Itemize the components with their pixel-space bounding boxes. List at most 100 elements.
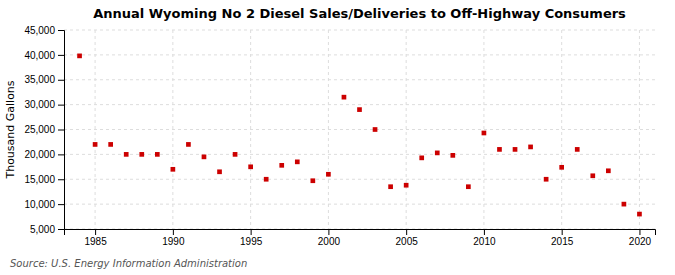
grid-line-y <box>64 30 655 31</box>
point <box>108 142 113 147</box>
y-tick-label: 45,000 <box>24 25 55 36</box>
y-tick-label: 15,000 <box>24 174 55 185</box>
grid-line-y <box>64 179 655 180</box>
point <box>404 183 409 188</box>
y-axis-title: Thousand Gallons <box>4 80 17 179</box>
title: Annual Wyoming No 2 Diesel Sales/Deliver… <box>93 6 626 21</box>
x-tick-label: 2015 <box>551 236 574 247</box>
x-tick: 2005 <box>396 229 419 247</box>
x-tick-label: 1990 <box>162 236 185 247</box>
x-tick-label: 2005 <box>396 236 419 247</box>
grid-line-y <box>64 204 655 205</box>
y-tick-label: 25,000 <box>24 124 55 135</box>
x-tick: 2000 <box>318 229 341 247</box>
point <box>93 142 98 147</box>
plot: 1985 1990 1995 2000 2005 2010 2015 2020 5,000 10,… <box>24 25 655 247</box>
x-tick-label: 2000 <box>318 236 341 247</box>
x-tick-label: 1985 <box>84 236 107 247</box>
grid-line-x <box>639 30 640 229</box>
point <box>186 142 191 147</box>
point <box>606 168 611 173</box>
point <box>202 155 207 160</box>
point <box>622 202 627 207</box>
point <box>155 152 160 157</box>
x-tick-mark <box>251 229 252 235</box>
x-tick: 2015 <box>551 229 574 247</box>
point <box>295 159 300 164</box>
x-axis: 1985 1990 1995 2000 2005 2010 2015 2020 <box>65 229 656 247</box>
y-tick-label: 10,000 <box>24 199 55 210</box>
point <box>233 152 238 157</box>
y-tick: 45,000 <box>24 25 64 36</box>
grid <box>64 30 655 229</box>
point <box>482 131 487 136</box>
y-tick-mark <box>58 154 64 155</box>
point <box>435 151 440 156</box>
x-axis-line <box>65 230 656 236</box>
y-tick: 15,000 <box>24 174 64 185</box>
point <box>544 177 549 182</box>
x-tick: 1990 <box>162 229 185 247</box>
point <box>466 184 471 189</box>
point <box>326 172 331 177</box>
y-tick: 10,000 <box>24 199 64 210</box>
x-tick: 2010 <box>473 229 496 247</box>
x-tick-label: 2010 <box>473 236 496 247</box>
x-tick-mark <box>95 229 96 235</box>
grid-line-y <box>64 129 655 130</box>
y-tick-label: 40,000 <box>24 50 55 61</box>
x-tick-mark <box>328 229 329 235</box>
y-tick: 35,000 <box>24 74 64 85</box>
point <box>279 163 284 168</box>
x-tick: 2020 <box>629 229 652 247</box>
y-tick-mark <box>58 229 64 230</box>
y-tick-label: 20,000 <box>24 149 55 160</box>
grid-line-y <box>64 154 655 155</box>
point <box>342 95 347 100</box>
y-tick: 25,000 <box>24 124 64 135</box>
y-tick-label: 5,000 <box>30 224 55 235</box>
y-axis-line <box>58 31 65 230</box>
y-tick-mark <box>58 80 64 81</box>
x-tick-mark <box>562 229 563 235</box>
y-tick: 5,000 <box>30 224 64 235</box>
x-tick-mark <box>173 229 174 235</box>
point <box>497 147 502 152</box>
y-tick: 20,000 <box>24 149 64 160</box>
grid-line-y <box>64 79 655 80</box>
point <box>248 164 253 169</box>
y-tick-mark <box>58 105 64 106</box>
point <box>217 169 222 174</box>
point <box>419 156 424 161</box>
annotation: Source: U.S. Energy Information Administ… <box>10 258 247 269</box>
grid-line-y <box>64 104 655 105</box>
point <box>171 167 176 172</box>
point <box>310 178 315 183</box>
grid-line-y <box>64 54 655 55</box>
point <box>357 107 362 112</box>
y-tick-mark <box>58 204 64 205</box>
y-tick-mark <box>58 30 64 31</box>
y-tick: 40,000 <box>24 50 64 61</box>
point <box>264 177 269 182</box>
x-tick: 1985 <box>84 229 107 247</box>
y-axis: 5,000 10,000 15,000 20,000 25,000 30,000 35,00… <box>24 25 64 235</box>
x-tick-label: 2020 <box>629 236 652 247</box>
point <box>124 152 129 157</box>
point <box>513 147 518 152</box>
point <box>373 127 378 132</box>
point <box>450 153 455 158</box>
chart: 1985 1990 1995 2000 2005 2010 2015 2020 5,000 10,… <box>0 0 675 275</box>
x-tick-mark <box>406 229 407 235</box>
x-tick-mark <box>484 229 485 235</box>
point <box>528 145 533 150</box>
point <box>575 147 580 152</box>
y-tick-label: 35,000 <box>24 74 55 85</box>
x-tick-label: 1995 <box>240 236 263 247</box>
y-tick: 30,000 <box>24 99 64 110</box>
y-tick-mark <box>58 179 64 180</box>
point <box>559 165 564 170</box>
point <box>590 173 595 178</box>
point <box>637 212 642 217</box>
point <box>77 54 82 59</box>
